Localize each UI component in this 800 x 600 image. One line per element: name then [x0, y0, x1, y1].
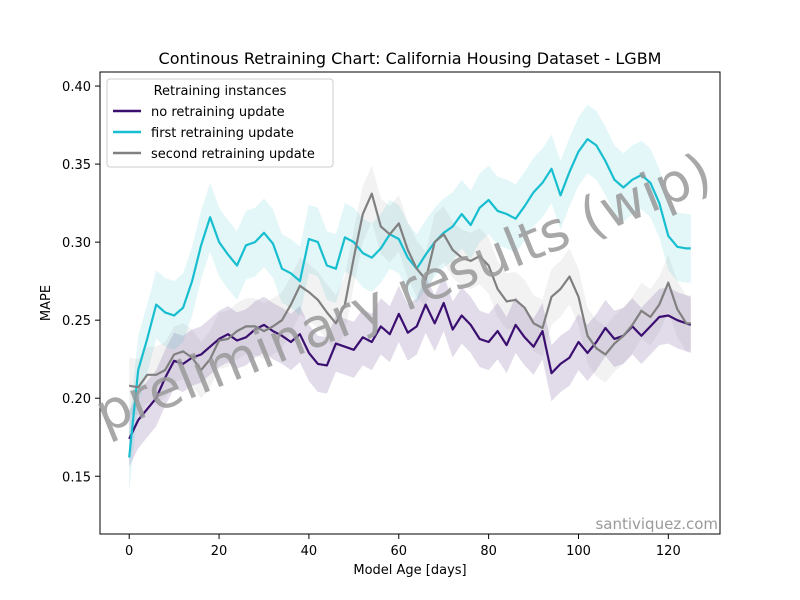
credit-text: santiviquez.com [595, 515, 718, 533]
legend-box [106, 78, 334, 168]
y-tick-label: 0.20 [62, 392, 91, 407]
confidence-bands [129, 104, 691, 492]
x-tick-label: 120 [656, 544, 681, 559]
chart-title: Continous Retraining Chart: California H… [159, 49, 662, 68]
legend-label: no retraining update [151, 105, 285, 120]
y-tick-label: 0.35 [62, 158, 91, 173]
legend-items: no retraining update first retraining upd… [113, 105, 315, 162]
band-second-retraining-update [129, 165, 691, 416]
legend-title: Retraining instances [154, 84, 287, 99]
x-tick-label: 0 [125, 544, 133, 559]
plot-frame [99, 71, 721, 535]
y-axis-label: MAPE [39, 285, 54, 321]
line-no-retraining-update [128, 301, 692, 440]
x-tick-label: 60 [390, 544, 407, 559]
y-axis-ticks: 0.15 0.20 0.25 0.30 0.35 0.40 [62, 80, 100, 485]
y-tick-label: 0.15 [62, 470, 91, 485]
band-no-retraining-update [129, 274, 691, 467]
series-lines [128, 138, 692, 458]
line-first-retraining-update [128, 138, 691, 458]
band-first-retraining-update [129, 104, 691, 492]
y-tick-label: 0.25 [62, 314, 91, 329]
y-tick-label: 0.30 [62, 236, 91, 251]
x-tick-label: 20 [211, 544, 228, 559]
x-axis-label: Model Age [days] [353, 563, 466, 578]
x-tick-label: 40 [301, 544, 318, 559]
line-second-retraining-update [129, 192, 691, 389]
x-tick-label: 100 [566, 544, 591, 559]
legend-label: first retraining update [151, 126, 294, 141]
x-tick-label: 80 [480, 544, 497, 559]
y-tick-label: 0.40 [62, 80, 91, 95]
x-axis-ticks: 0 20 40 60 80 100 120 [125, 534, 681, 559]
legend: Retraining instances no retraining updat… [106, 78, 334, 168]
legend-label: second retraining update [151, 147, 315, 162]
